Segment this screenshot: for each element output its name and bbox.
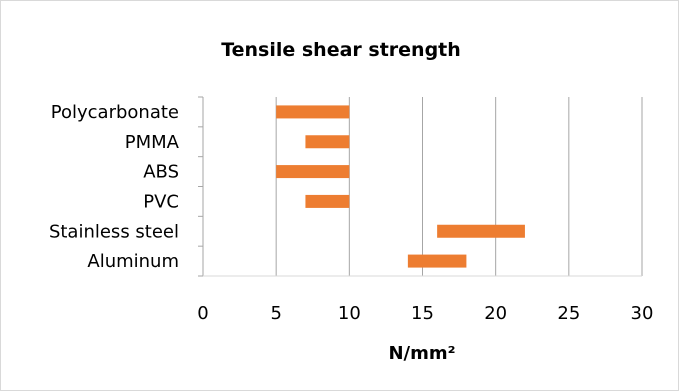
category-label: Aluminum	[87, 251, 179, 272]
range-bar	[276, 105, 350, 119]
x-tick-label: 30	[631, 303, 654, 324]
range-bar	[305, 194, 350, 208]
range-bar	[305, 135, 350, 149]
category-label: Stainless steel	[49, 221, 179, 242]
x-tick-label: 25	[557, 303, 580, 324]
bars	[276, 105, 525, 268]
category-label: Polycarbonate	[51, 102, 179, 123]
category-label: PVC	[143, 191, 179, 212]
category-label: ABS	[143, 162, 179, 183]
x-tick-label: 20	[484, 303, 507, 324]
category-label: PMMA	[125, 132, 180, 153]
x-tick-labels: 0 5 10 15 20 25 30	[197, 303, 653, 324]
gridlines	[275, 97, 643, 276]
x-tick-label: 5	[270, 303, 281, 324]
x-axis-title: N/mm²	[388, 343, 455, 364]
y-axis	[198, 96, 642, 277]
x-tick-label: 15	[411, 303, 434, 324]
x-tick-label: 0	[197, 303, 208, 324]
category-labels: Polycarbonate PMMA ABS PVC Stainless steel Al…	[49, 102, 180, 272]
x-tick-label: 10	[338, 303, 361, 324]
range-bar	[407, 254, 467, 268]
chart-title: Tensile shear strength	[221, 39, 461, 61]
range-bar	[437, 224, 525, 238]
range-bar	[276, 165, 350, 179]
